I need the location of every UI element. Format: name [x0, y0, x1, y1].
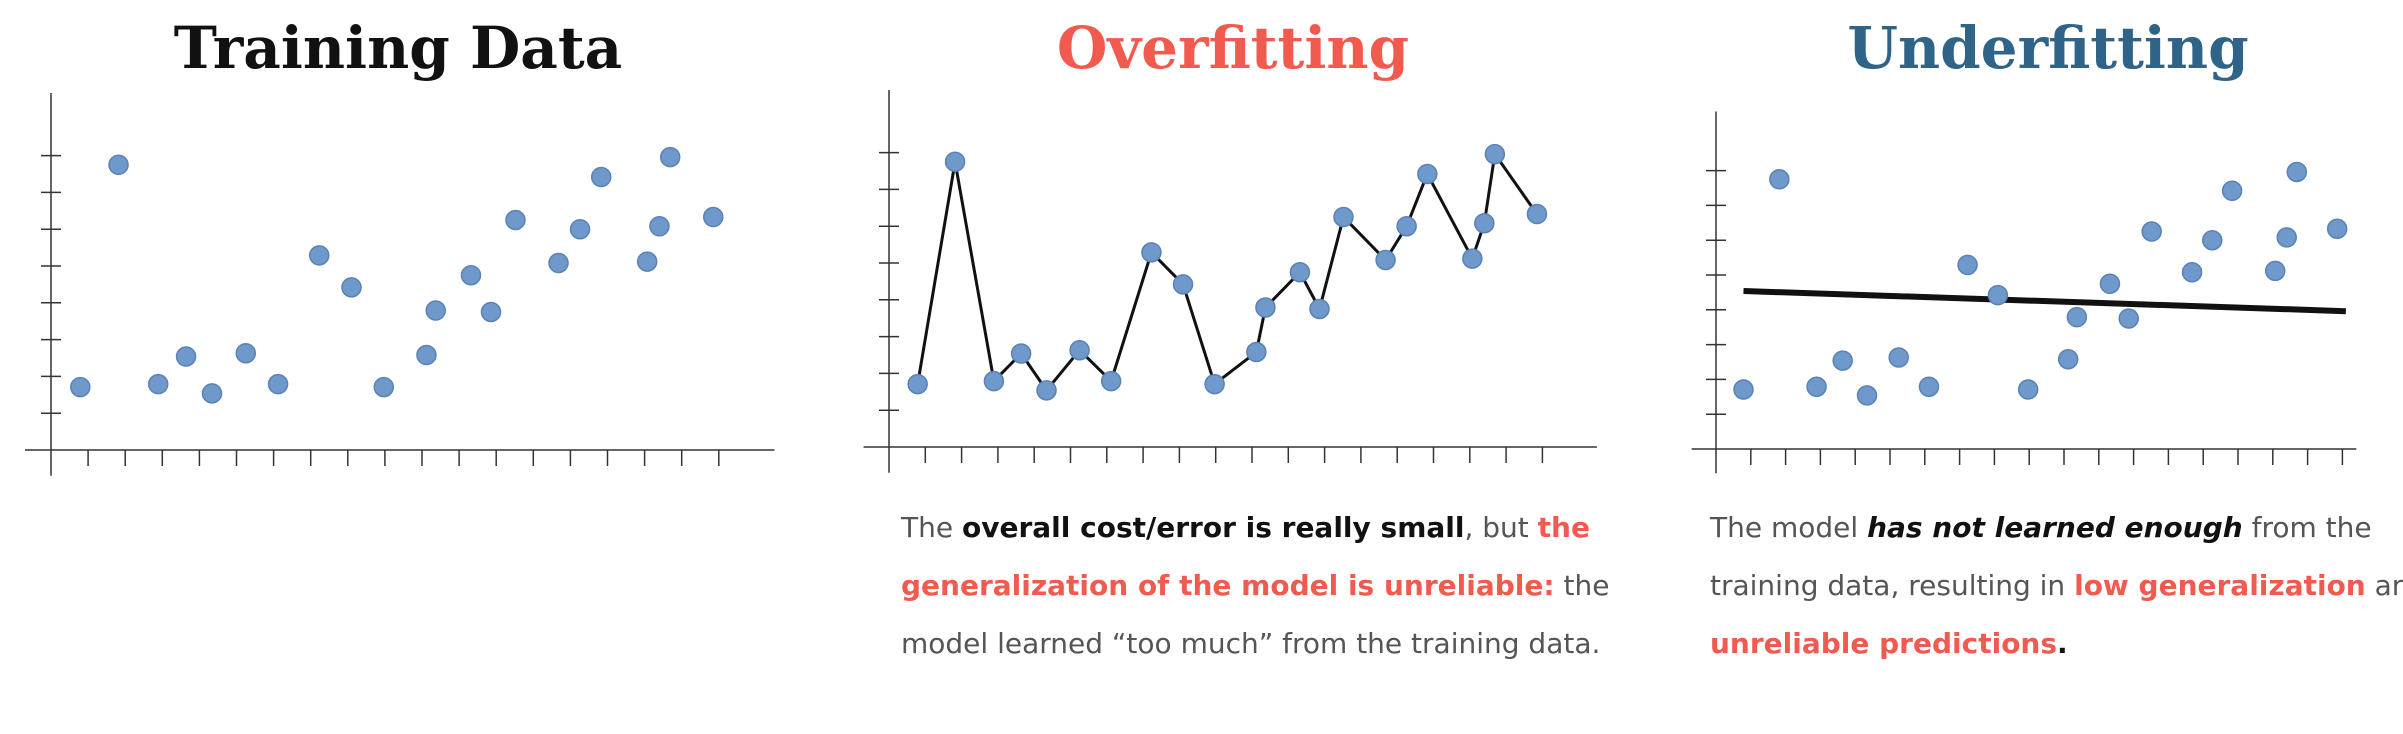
data-point [2221, 180, 2243, 202]
data-point [1246, 341, 1267, 363]
data-point [659, 146, 681, 168]
data-point [341, 277, 362, 298]
caption-text: the [1537, 511, 1590, 544]
data-point [2264, 260, 2286, 282]
data-point [2201, 229, 2223, 251]
data-point [1733, 379, 1754, 400]
data-point [548, 252, 569, 274]
data-line [916, 150, 1539, 393]
data-point [590, 166, 612, 188]
caption-text: the [1554, 569, 1610, 602]
data-point [308, 245, 330, 266]
data-point [983, 370, 1005, 392]
caption-line: training data, resulting in low generali… [1710, 557, 2403, 615]
caption-line: The model has not learned enough from th… [1710, 499, 2403, 557]
data-point [569, 218, 591, 240]
data-point [425, 300, 446, 321]
data-point [1462, 248, 1483, 269]
data-point [235, 342, 257, 364]
data-point [480, 301, 502, 323]
data-point [1918, 376, 1940, 397]
caption-text: low generalization [2074, 569, 2366, 602]
data-point [636, 251, 658, 272]
data-point [944, 151, 966, 173]
caption-line: The overall cost/error is really small, … [901, 499, 1609, 557]
chart-title: Training Data [174, 14, 622, 82]
data-point [2141, 221, 2162, 242]
data-point [2099, 273, 2121, 294]
data-point [2276, 227, 2297, 248]
data-point [1069, 339, 1090, 361]
data-point [147, 373, 169, 395]
caption-text: generalization of the model is unreliabl… [901, 569, 1555, 602]
data-point [1010, 343, 1032, 364]
data-point [460, 264, 482, 286]
caption: The overall cost/error is really small, … [901, 499, 1609, 673]
data-point [2017, 379, 2039, 400]
caption-text: overall cost/error is really small [961, 511, 1465, 544]
data-point [1309, 298, 1330, 320]
caption-text: The [901, 511, 962, 544]
data-point [1957, 254, 1978, 276]
caption-line: model learned “too much” from the traini… [901, 615, 1609, 673]
caption-line: generalization of the model is unreliabl… [901, 557, 1609, 615]
data-point [702, 206, 724, 228]
caption-line: unreliable predictions. [1710, 615, 2403, 673]
data-point [108, 154, 129, 176]
data-point [1856, 385, 1878, 406]
data-point [1100, 370, 1122, 392]
caption-text: , but [1464, 511, 1538, 544]
data-point [1888, 347, 1909, 368]
data-point [907, 373, 928, 395]
data-point [175, 346, 197, 367]
caption-text: training data, resulting in [1710, 569, 2075, 602]
data-point [1375, 249, 1396, 271]
data-point [1484, 143, 1506, 165]
caption-text: and [2374, 569, 2403, 602]
data-point [267, 373, 289, 395]
data-point [1806, 376, 1827, 397]
chart-title: Overfitting [1057, 14, 1409, 82]
data-point [201, 383, 223, 404]
data-point [1474, 213, 1495, 234]
fit-line [1743, 288, 2346, 315]
data-point [1769, 169, 1790, 190]
data-point [373, 376, 395, 398]
data-point [1526, 203, 1548, 225]
data-point [1333, 206, 1354, 228]
data-point [1204, 373, 1225, 395]
caption-text: The model [1710, 511, 1868, 544]
data-point [1141, 242, 1162, 263]
data-point [416, 344, 437, 366]
data-point [2326, 218, 2348, 239]
caption-text: . [2057, 627, 2068, 660]
data-point [1289, 261, 1311, 283]
caption-text: model learned “too much” from the traini… [901, 627, 1601, 660]
chart-title: Underfitting [1847, 14, 2248, 82]
data-point [1396, 215, 1417, 237]
data-point [1832, 350, 1853, 371]
data-point [2286, 161, 2308, 183]
data-point [2181, 261, 2203, 283]
data-point [70, 376, 91, 398]
caption-text: unreliable predictions [1710, 627, 2058, 660]
data-point [505, 209, 526, 231]
data-point [1172, 274, 1194, 295]
data-point [2118, 308, 2139, 329]
data-point [2066, 306, 2088, 328]
data-point [1255, 297, 1276, 318]
caption-text: from the [2242, 511, 2372, 544]
data-point [649, 216, 670, 237]
caption-text: has not learned enough [1867, 511, 2243, 544]
data-point [1417, 163, 1438, 185]
caption: The model has not learned enough from th… [1710, 499, 2403, 673]
data-point [2057, 348, 2079, 370]
data-point [1036, 380, 1057, 401]
data-point [1987, 284, 2009, 306]
